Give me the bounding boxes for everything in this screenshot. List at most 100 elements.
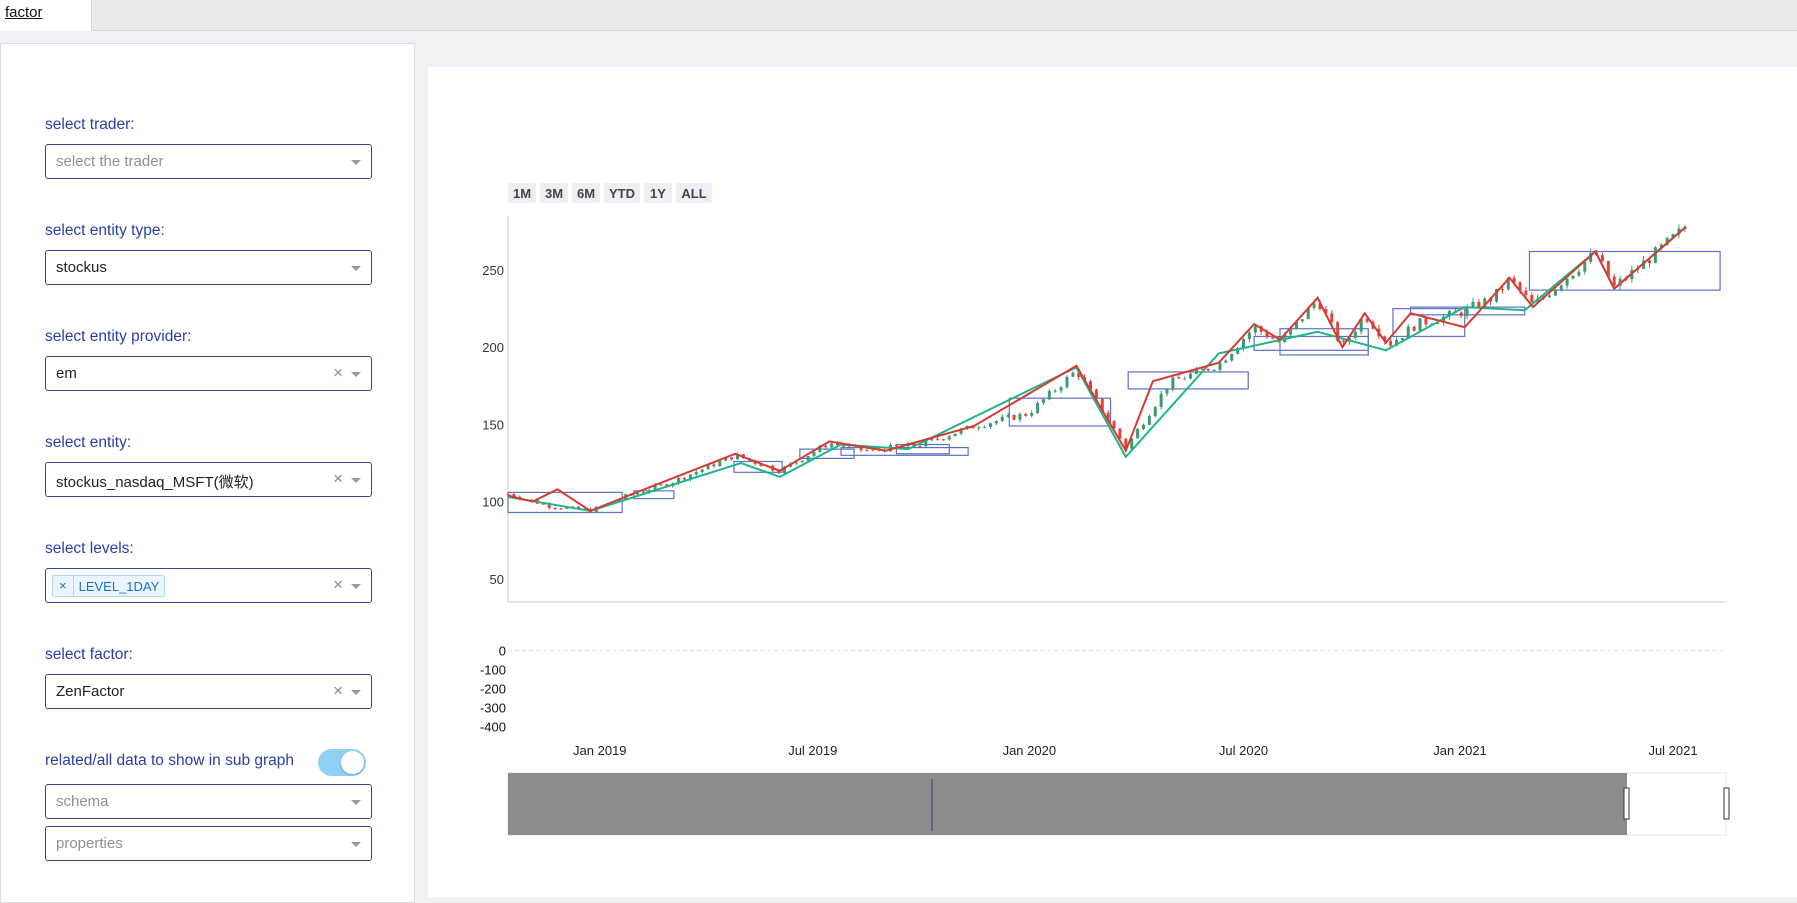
candle-body bbox=[1294, 321, 1298, 329]
candle-body bbox=[959, 428, 963, 434]
range-button-all bbox=[676, 183, 712, 203]
candle-body bbox=[1212, 369, 1216, 371]
candle-body bbox=[1336, 322, 1340, 341]
candle-body bbox=[1130, 438, 1134, 449]
candle-body bbox=[1300, 319, 1304, 322]
sub-graph-toggle[interactable] bbox=[318, 749, 366, 776]
factor-select[interactable]: ZenFactor × bbox=[45, 674, 372, 709]
zen-red-line bbox=[507, 226, 1687, 513]
range-button-label: 6M bbox=[577, 186, 595, 201]
candle-body bbox=[665, 484, 669, 487]
clear-icon[interactable]: × bbox=[333, 681, 343, 700]
candle-body bbox=[1483, 298, 1487, 308]
candle-body bbox=[830, 443, 834, 448]
main-y-axis: 50 100 150 200 250 bbox=[482, 216, 1726, 603]
level-chip-label: LEVEL_1DAY bbox=[78, 578, 160, 594]
chevron-down-icon[interactable] bbox=[351, 800, 361, 805]
trader-placeholder: select the trader bbox=[56, 153, 164, 170]
candle-body bbox=[1530, 294, 1534, 303]
chevron-down-icon[interactable] bbox=[351, 690, 361, 695]
candle-body bbox=[1524, 290, 1528, 295]
x-tick: Jan 2020 bbox=[1003, 743, 1057, 758]
candle-body bbox=[1024, 413, 1028, 416]
sub-y-tick: -200 bbox=[480, 682, 506, 697]
candle-body bbox=[1306, 307, 1310, 320]
main-y-tick: 50 bbox=[490, 572, 504, 587]
levels-select[interactable]: × LEVEL_1DAY × bbox=[45, 568, 372, 603]
candle-body bbox=[694, 471, 698, 475]
candle-body bbox=[1312, 303, 1316, 308]
candle-body bbox=[836, 443, 840, 445]
candle-body bbox=[1359, 319, 1363, 332]
candle-body bbox=[1583, 261, 1587, 272]
trader-select[interactable]: select the trader bbox=[45, 144, 372, 179]
factor-chart[interactable]: 1M 3M 6M YTD 1Y ALL 50 100 150 200 250 0 -100 -200 -… bbox=[428, 67, 1797, 893]
candle-body bbox=[1495, 288, 1499, 302]
range-slider-handle-right bbox=[1723, 787, 1730, 820]
entity-type-label: select entity type: bbox=[45, 222, 165, 239]
candle-body bbox=[841, 444, 845, 447]
entity-value: stockus_nasdaq_MSFT(微软) bbox=[56, 474, 254, 491]
candle-body bbox=[1677, 228, 1681, 235]
candle-body bbox=[1406, 326, 1410, 339]
chip-remove-icon[interactable]: × bbox=[53, 576, 74, 596]
chevron-down-icon[interactable] bbox=[351, 584, 361, 589]
candle-body bbox=[1353, 331, 1357, 338]
candle-body bbox=[777, 470, 781, 474]
zen-box bbox=[1392, 308, 1466, 338]
candle-body bbox=[1006, 415, 1010, 417]
candle-body bbox=[1089, 381, 1093, 390]
candle-body bbox=[1218, 362, 1222, 370]
provider-select[interactable]: em × bbox=[45, 356, 372, 391]
clear-icon[interactable]: × bbox=[333, 469, 343, 488]
candle-body bbox=[1471, 301, 1475, 307]
tab-bar: factor bbox=[0, 0, 1797, 31]
chevron-down-icon[interactable] bbox=[351, 842, 361, 847]
candle-body bbox=[918, 446, 922, 448]
zen-box bbox=[1008, 397, 1112, 427]
candle-body bbox=[688, 474, 692, 480]
candle-body bbox=[1342, 340, 1346, 342]
provider-label: select entity provider: bbox=[45, 328, 192, 345]
candlesticks bbox=[506, 224, 1687, 514]
candle-body bbox=[1012, 415, 1016, 420]
candle-body bbox=[1224, 360, 1228, 363]
candle-body bbox=[1047, 391, 1051, 400]
chevron-down-icon[interactable] bbox=[351, 160, 361, 165]
candle-body bbox=[1200, 368, 1204, 370]
main-y-tick: 250 bbox=[482, 263, 504, 278]
candle-body bbox=[824, 445, 828, 448]
tab-factor[interactable]: factor bbox=[0, 0, 92, 31]
sub-y-tick: 0 bbox=[499, 644, 506, 659]
candle-body bbox=[1094, 389, 1098, 399]
candle-body bbox=[700, 469, 704, 472]
candle-body bbox=[1394, 339, 1398, 346]
range-slider[interactable] bbox=[507, 772, 1730, 836]
candle-body bbox=[1553, 289, 1557, 296]
chevron-down-icon[interactable] bbox=[351, 266, 361, 271]
candle-body bbox=[1159, 393, 1163, 407]
properties-select[interactable]: properties bbox=[45, 826, 372, 861]
entity-select[interactable]: stockus_nasdaq_MSFT(微软) × bbox=[45, 462, 372, 497]
candle-body bbox=[559, 508, 563, 510]
chart-panel: 1M 3M 6M YTD 1Y ALL 50 100 150 200 250 0 -100 -200 -… bbox=[428, 67, 1797, 897]
chevron-down-icon[interactable] bbox=[351, 372, 361, 377]
candle-body bbox=[1071, 372, 1075, 377]
candle-body bbox=[1506, 277, 1510, 290]
candle-body bbox=[730, 457, 734, 460]
candle-body bbox=[553, 507, 557, 509]
tab-factor-label[interactable]: factor bbox=[5, 4, 43, 21]
candle-body bbox=[941, 439, 945, 441]
candle-body bbox=[912, 443, 916, 447]
candle-body bbox=[812, 451, 816, 457]
entity-type-select[interactable]: stockus bbox=[45, 250, 372, 285]
clear-icon[interactable]: × bbox=[333, 363, 343, 382]
toggle-knob[interactable] bbox=[341, 751, 364, 774]
candle-body bbox=[1041, 399, 1045, 404]
schema-select[interactable]: schema bbox=[45, 784, 372, 819]
candle-body bbox=[1365, 319, 1369, 322]
clear-icon[interactable]: × bbox=[333, 575, 343, 594]
chevron-down-icon[interactable] bbox=[351, 478, 361, 483]
candle-body bbox=[1118, 428, 1122, 439]
candle-body bbox=[1671, 234, 1675, 238]
